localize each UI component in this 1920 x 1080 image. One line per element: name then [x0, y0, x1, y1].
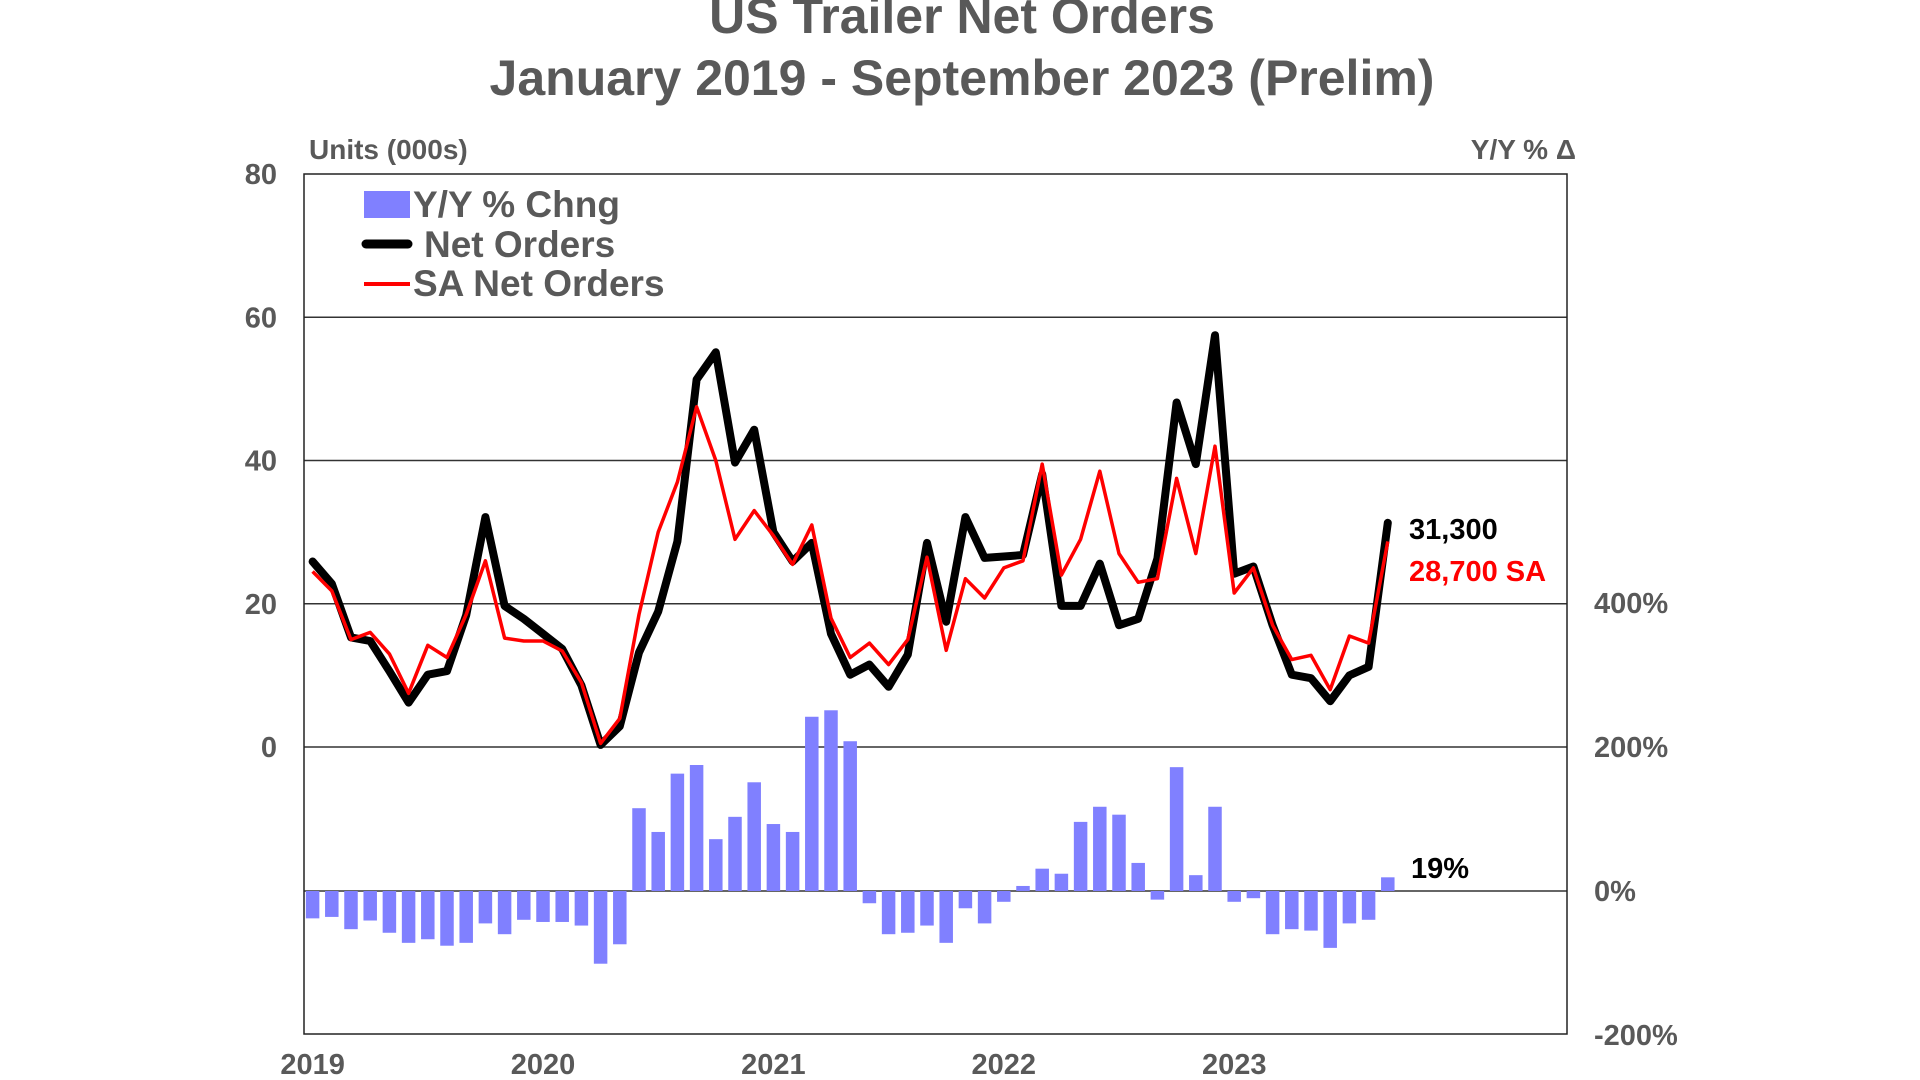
legend-label-yoy: Y/Y % Chng	[413, 184, 620, 225]
yoy-bar	[517, 891, 531, 920]
right-tick-label: -200%	[1594, 1020, 1678, 1052]
chart-title: US Trailer Net Orders	[709, 0, 1215, 44]
yoy-bar	[1227, 891, 1241, 902]
yoy-bar	[555, 891, 569, 922]
yoy-bar	[478, 891, 493, 924]
yoy-bar	[805, 716, 819, 891]
annotation-net-last: 31,300	[1409, 514, 1498, 546]
yoy-bar	[997, 891, 1011, 902]
right-tick-label: 200%	[1594, 732, 1668, 764]
yoy-bar	[1169, 767, 1184, 891]
axis-ticks: 80 60 40 20 0 400% 200% 0% -200% 2019 2020 2021 2022…	[245, 159, 1678, 1080]
yoy-bar	[728, 816, 742, 891]
gridlines	[304, 316, 1567, 892]
left-tick-label: 80	[245, 159, 277, 191]
yoy-bar	[747, 782, 761, 891]
x-tick-label: 2020	[511, 1049, 576, 1080]
lines	[308, 331, 1392, 749]
chart-subtitle: January 2019 - September 2023 (Prelim)	[490, 50, 1435, 106]
legend-swatch-yoy	[364, 191, 410, 218]
yoy-bar	[1265, 891, 1280, 935]
yoy-bar	[593, 891, 608, 964]
yoy-bar	[920, 891, 934, 926]
yoy-bar	[1323, 891, 1337, 948]
yoy-bar	[1016, 885, 1030, 891]
x-tick-label: 2019	[280, 1049, 345, 1080]
yoy-bar	[1073, 821, 1088, 891]
yoy-bar	[344, 891, 358, 930]
yoy-bar	[1054, 873, 1069, 891]
yoy-bar	[536, 891, 550, 922]
left-tick-label: 20	[245, 589, 277, 621]
yoy-bar	[958, 891, 973, 909]
yoy-bar	[1035, 868, 1049, 891]
yoy-bar	[1189, 875, 1203, 891]
left-tick-label: 40	[245, 446, 277, 478]
yoy-bar	[613, 891, 627, 945]
yoy-bar	[1150, 891, 1165, 900]
yoy-bar	[1246, 891, 1261, 899]
yoy-bars	[305, 710, 1395, 964]
plot-frame	[303, 173, 1568, 1035]
yoy-bar	[1381, 877, 1395, 891]
right-axis-label: Y/Y % Δ	[1471, 134, 1576, 165]
yoy-bar	[901, 891, 915, 933]
yoy-bar	[824, 710, 838, 891]
yoy-bar	[862, 891, 877, 904]
legend-label-net: Net Orders	[424, 224, 615, 265]
yoy-bar	[305, 891, 320, 919]
yoy-bar	[421, 891, 435, 940]
yoy-bar	[766, 824, 781, 891]
x-tick-label: 2022	[972, 1049, 1037, 1080]
sa-net-orders-line	[311, 405, 1390, 746]
yoy-bar	[574, 891, 589, 926]
yoy-bar	[401, 891, 416, 943]
yoy-bar	[785, 831, 800, 891]
yoy-bar	[1361, 891, 1376, 920]
yoy-bar	[843, 741, 857, 891]
yoy-bar	[325, 891, 339, 917]
yoy-bar	[497, 891, 512, 935]
yoy-bar	[1093, 806, 1107, 891]
yoy-bar	[1208, 806, 1222, 891]
annotation-yoy-last: 19%	[1411, 853, 1469, 885]
yoy-bar	[977, 891, 992, 924]
yoy-bar	[689, 765, 704, 891]
yoy-bar	[939, 891, 953, 943]
yoy-bar	[440, 891, 454, 946]
x-tick-label: 2021	[741, 1049, 806, 1080]
annotation-sa-last: 28,700 SA	[1409, 556, 1546, 588]
yoy-bar	[1304, 891, 1318, 931]
yoy-bar	[670, 773, 685, 891]
yoy-bar	[881, 891, 896, 935]
legend-label-sa: SA Net Orders	[413, 263, 665, 304]
yoy-bar	[363, 891, 377, 921]
right-tick-label: 0%	[1594, 876, 1636, 908]
yoy-bar	[632, 808, 646, 891]
left-axis-label: Units (000s)	[309, 134, 468, 165]
x-tick-label: 2023	[1202, 1049, 1267, 1080]
yoy-bar	[709, 839, 723, 891]
yoy-bar	[1112, 814, 1126, 891]
legend: Y/Y % Chng Net Orders SA Net Orders	[361, 184, 665, 304]
yoy-bar	[382, 891, 397, 933]
yoy-bar	[651, 831, 665, 891]
yoy-bar	[1342, 891, 1357, 924]
yoy-bar	[1131, 862, 1145, 891]
net-orders-line	[308, 331, 1392, 749]
right-tick-label: 400%	[1594, 588, 1668, 620]
left-tick-label: 0	[261, 732, 277, 764]
yoy-bar	[1285, 891, 1299, 930]
left-tick-label: 60	[245, 302, 277, 334]
yoy-bar	[459, 891, 473, 943]
